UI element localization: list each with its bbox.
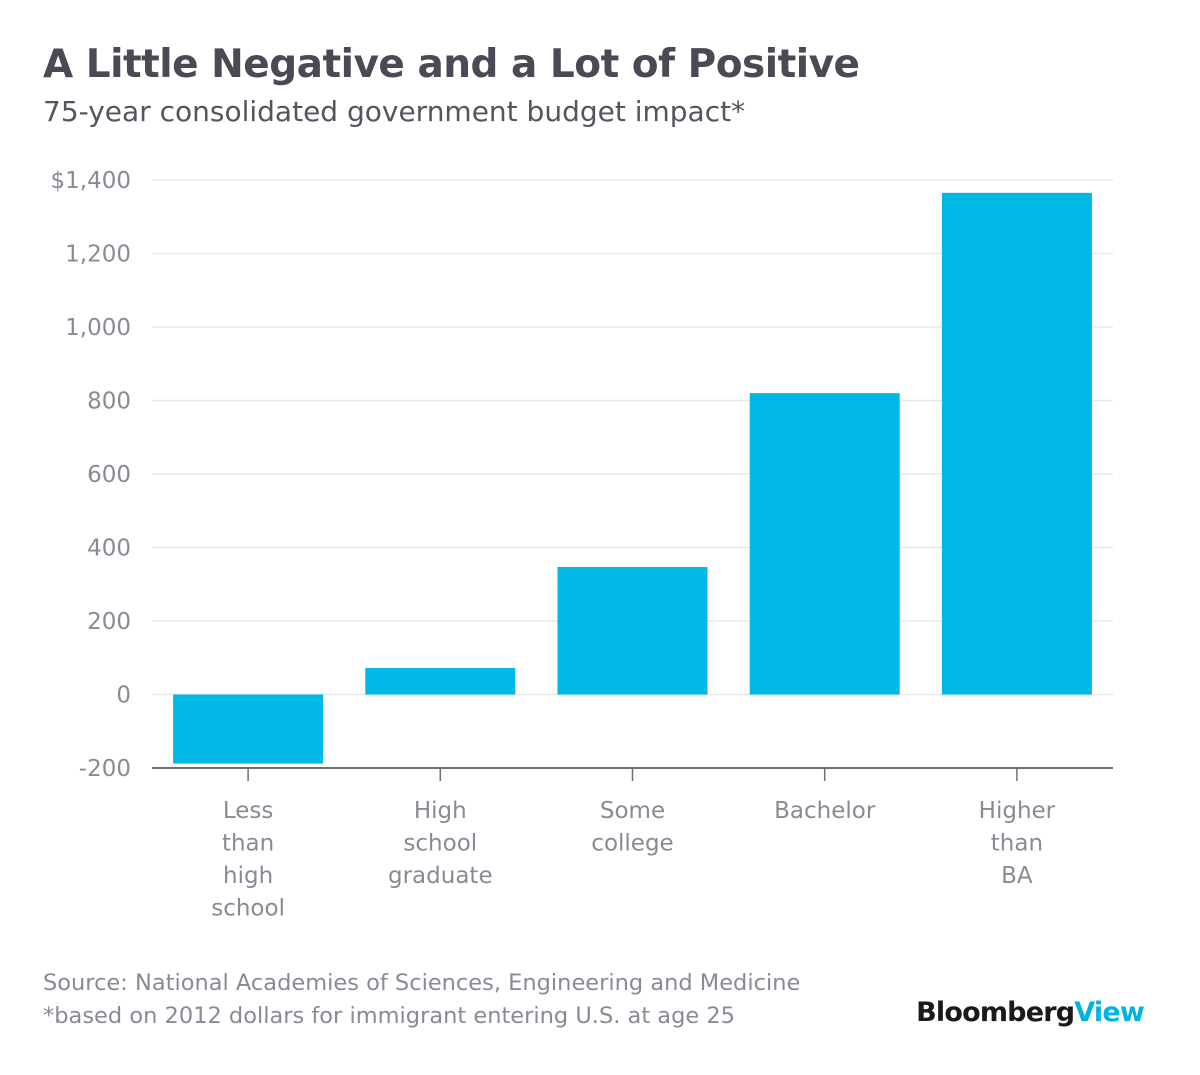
x-axis bbox=[152, 767, 1113, 781]
x-axis-labels: Less than high school High school graduate Some… bbox=[211, 798, 1055, 922]
y-tick-label: 600 bbox=[87, 462, 131, 488]
bar bbox=[749, 393, 900, 695]
y-tick-label: 800 bbox=[87, 389, 131, 415]
x-tick-label: Less than high school bbox=[211, 798, 285, 922]
y-tick-label: 1,200 bbox=[65, 242, 131, 268]
y-tick-label: 0 bbox=[116, 683, 131, 709]
chart-title: A Little Negative and a Lot of Positive bbox=[43, 42, 860, 87]
logo-part-bloomberg: Bloomberg bbox=[916, 997, 1075, 1028]
x-tick-label: Higher than BA bbox=[979, 798, 1056, 889]
bars bbox=[173, 192, 1092, 764]
bar-chart: -200 0 200 400 600 800 1,000 1,200 $1,400 Less th… bbox=[51, 168, 1113, 922]
y-tick-label: -200 bbox=[79, 756, 131, 782]
y-tick-label: 1,000 bbox=[65, 315, 131, 341]
y-axis-labels: -200 0 200 400 600 800 1,000 1,200 $1,400 bbox=[51, 168, 131, 782]
footnote: *based on 2012 dollars for immigrant ent… bbox=[43, 1003, 735, 1029]
x-tick-label: High school graduate bbox=[388, 798, 493, 889]
bloomberg-view-logo: BloombergView bbox=[916, 997, 1145, 1028]
logo-part-view: View bbox=[1074, 997, 1145, 1028]
footer-notes: Source: National Academies of Sciences, … bbox=[43, 967, 800, 1033]
bar bbox=[365, 668, 516, 695]
chart-subtitle: 75-year consolidated government budget i… bbox=[43, 95, 746, 128]
y-tick-label: $1,400 bbox=[51, 168, 131, 194]
bar bbox=[941, 192, 1092, 695]
bar bbox=[557, 566, 708, 695]
source-note: Source: National Academies of Sciences, … bbox=[43, 970, 801, 996]
bar bbox=[173, 694, 324, 764]
x-tick-label: Bachelor bbox=[774, 798, 876, 824]
y-tick-label: 400 bbox=[87, 536, 131, 562]
y-tick-label: 200 bbox=[87, 609, 131, 635]
x-tick-label: Some college bbox=[591, 798, 673, 857]
